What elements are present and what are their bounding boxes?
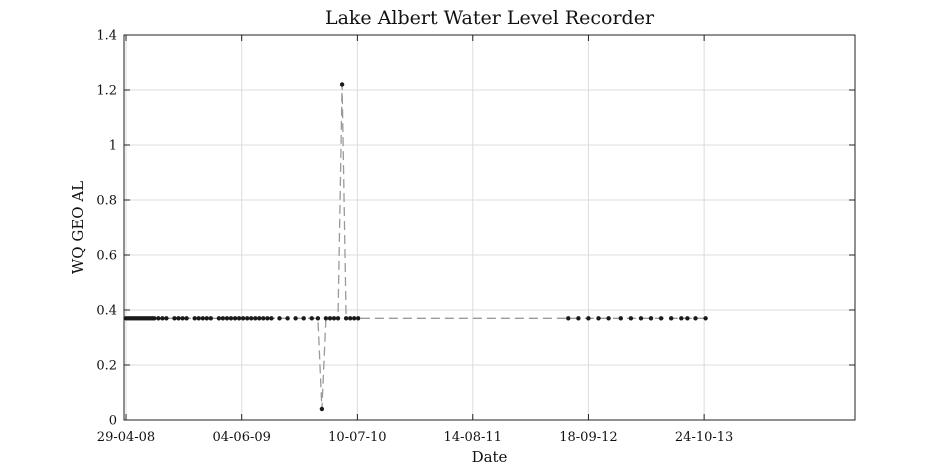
data-point — [196, 316, 201, 321]
data-point — [184, 316, 189, 321]
x-tick-label: 10-07-10 — [328, 430, 386, 445]
data-point — [693, 316, 698, 321]
chart-title: Lake Albert Water Level Recorder — [325, 7, 655, 29]
data-point — [240, 316, 246, 321]
x-tick-label: 24-10-13 — [675, 430, 733, 445]
gridlines — [124, 35, 855, 420]
x-tick-label: 29-04-08 — [97, 430, 155, 445]
data-point — [269, 316, 274, 321]
data-point — [331, 316, 337, 321]
data-point — [265, 316, 270, 321]
data-point — [343, 316, 349, 321]
data-point — [703, 316, 708, 321]
y-tick-label: 0.8 — [96, 194, 117, 209]
data-point — [253, 316, 258, 321]
y-tick-label: 1.4 — [96, 29, 117, 44]
data-series — [123, 82, 708, 412]
y-tick-label: 1 — [109, 139, 117, 154]
data-point — [335, 316, 341, 321]
y-tick-label: 1.2 — [96, 84, 117, 99]
data-point — [669, 316, 674, 321]
data-point — [277, 316, 282, 321]
y-axis-label: WQ GEO AL — [69, 181, 87, 274]
data-point — [301, 316, 306, 321]
data-point — [216, 316, 222, 321]
data-point — [285, 316, 290, 321]
data-point — [204, 316, 209, 321]
data-point — [249, 316, 254, 321]
data-point — [224, 316, 230, 321]
data-point — [245, 316, 250, 321]
data-point — [628, 316, 634, 321]
data-point — [232, 316, 238, 321]
y-tick-label: 0.6 — [96, 249, 117, 264]
data-point — [618, 316, 623, 321]
data-point — [327, 316, 333, 321]
data-point — [261, 316, 266, 321]
data-point — [220, 316, 226, 321]
data-point — [658, 316, 664, 321]
data-point — [339, 82, 345, 87]
data-point — [172, 316, 177, 321]
plot-frame — [123, 34, 856, 421]
data-point — [160, 316, 165, 321]
data-point — [208, 316, 213, 321]
data-point — [152, 316, 157, 321]
data-point — [685, 316, 690, 321]
data-point — [356, 316, 361, 321]
data-point — [192, 316, 197, 321]
data-point — [319, 406, 325, 412]
data-point — [566, 316, 571, 321]
x-tick-label: 18-09-12 — [559, 430, 617, 445]
data-point — [348, 316, 353, 321]
data-point — [606, 316, 611, 321]
data-point — [180, 316, 185, 321]
x-axis-label: Date — [472, 448, 508, 466]
y-tick-label: 0 — [109, 414, 117, 429]
x-tick-label: 04-06-09 — [212, 430, 270, 445]
data-point — [586, 316, 591, 321]
data-point — [352, 316, 357, 321]
data-point — [200, 316, 205, 321]
data-point — [638, 316, 644, 321]
data-point — [164, 316, 169, 321]
y-tick-label: 0.2 — [96, 359, 117, 374]
data-point — [679, 316, 684, 321]
data-point — [176, 316, 181, 321]
data-point — [293, 316, 298, 321]
data-point — [648, 316, 654, 321]
data-point — [156, 316, 161, 321]
data-point — [228, 316, 234, 321]
y-tick-label: 0.4 — [96, 304, 117, 319]
data-point — [596, 316, 601, 321]
data-point — [236, 316, 242, 321]
x-tick-label: 14-08-11 — [444, 430, 502, 445]
axis-ticks: 0 0.2 0.4 0.6 0.8 1 1.2 1.4 29-04-08 04-06-09 10-0… — [96, 29, 855, 445]
data-point — [309, 316, 314, 321]
data-point — [257, 316, 262, 321]
data-point — [315, 316, 321, 321]
data-point — [323, 316, 329, 321]
data-point — [576, 316, 581, 321]
